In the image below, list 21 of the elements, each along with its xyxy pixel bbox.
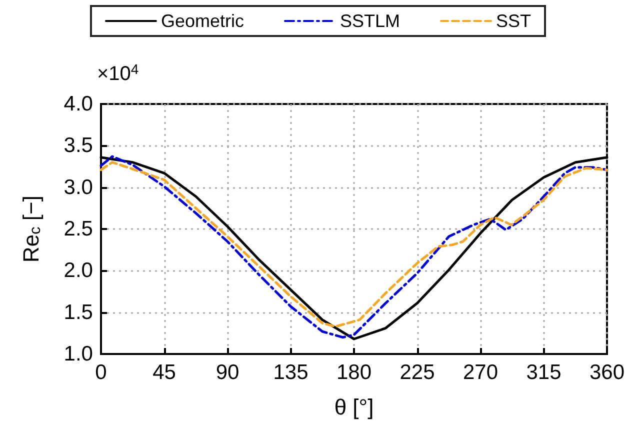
x-tick-label: 225 bbox=[400, 361, 435, 384]
y-tick-label: 3.0 bbox=[64, 176, 93, 199]
x-tick-label: 360 bbox=[589, 361, 625, 384]
x-tick-label: 90 bbox=[216, 361, 240, 384]
x-tick-label: 0 bbox=[95, 361, 107, 384]
y-tick-label: 1.0 bbox=[64, 342, 93, 366]
x-axis-title: θ [°] bbox=[334, 394, 374, 420]
y-tick-label: 1.5 bbox=[64, 300, 93, 324]
y-tick-label: 4.0 bbox=[64, 92, 93, 116]
y-tick-label: 2.0 bbox=[64, 259, 93, 282]
x-tick-label: 135 bbox=[273, 361, 308, 384]
x-tick-label: 45 bbox=[152, 361, 176, 384]
x-tick-label: 315 bbox=[526, 361, 562, 384]
legend-label: SST bbox=[496, 11, 532, 31]
legend-label: Geometric bbox=[160, 11, 244, 31]
y-axis-title: Rec [−] bbox=[18, 195, 44, 262]
x-tick-label: 180 bbox=[336, 361, 372, 384]
legend-label: SSTLM bbox=[340, 11, 400, 31]
x-tick-label: 270 bbox=[462, 361, 498, 384]
y-tick-label: 2.5 bbox=[64, 218, 93, 240]
y-tick-label: 3.5 bbox=[64, 134, 93, 158]
